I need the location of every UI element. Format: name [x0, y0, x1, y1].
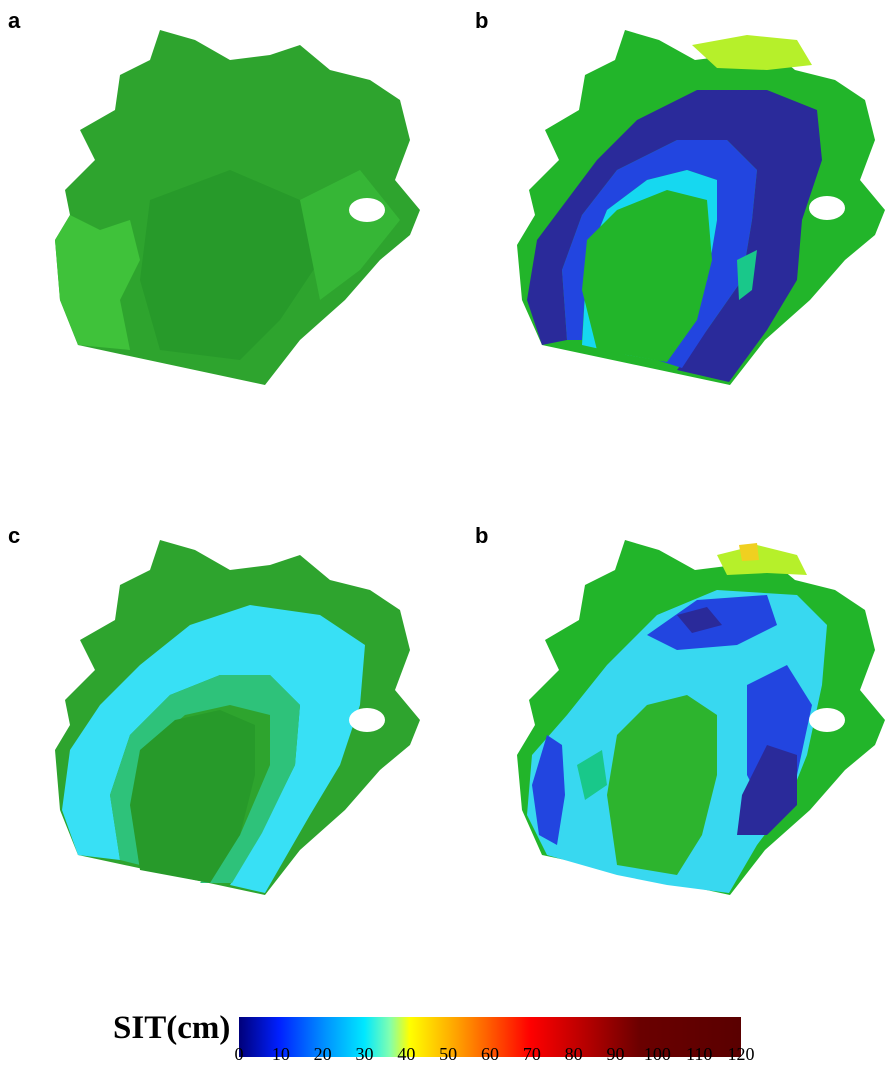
- cyan-band-c: [62, 605, 365, 893]
- navy-right-d: [737, 745, 797, 835]
- colorbar-tick-label: 50: [439, 1044, 458, 1064]
- colorbar-tick-label: 0: [234, 1044, 244, 1064]
- yellow-patch-d: [717, 545, 807, 575]
- sea-area-a-mid: [140, 170, 320, 360]
- green-core-c: [130, 710, 255, 883]
- panel-label-b-top: b: [475, 8, 489, 33]
- island-d: [809, 708, 845, 732]
- island-a: [349, 198, 385, 222]
- blue-left-d: [532, 735, 565, 845]
- colorbar-gradient: [239, 1017, 741, 1057]
- orange-patch-d: [739, 543, 759, 561]
- colorbar-tick-label: 110: [685, 1044, 713, 1064]
- sea-area-a-light: [55, 215, 140, 350]
- navy-band-b: [527, 90, 822, 382]
- sea-ice-map-b-top: [517, 30, 885, 385]
- colorbar-tick-label: 100: [643, 1044, 671, 1064]
- island-c: [349, 708, 385, 732]
- green-core-d: [607, 695, 717, 875]
- panel-label-c: c: [8, 523, 21, 548]
- blue-band-b: [562, 140, 757, 368]
- colorbar-tick-label: 10: [271, 1044, 290, 1064]
- sea-ice-map-c: [55, 540, 420, 895]
- colorbar-tick-label: 70: [522, 1044, 541, 1064]
- colorbar-tick-label: 40: [397, 1044, 416, 1064]
- colorbar-tick-label: 80: [564, 1044, 583, 1064]
- green-core-b: [582, 190, 712, 362]
- colorbar-tick-label: 60: [481, 1044, 499, 1064]
- colorbar-tick-label: 90: [606, 1044, 625, 1064]
- island-b: [809, 196, 845, 220]
- teal-band-c: [110, 675, 300, 883]
- yellow-green-patch-b: [692, 35, 812, 70]
- navy-top-d: [677, 607, 722, 633]
- colorbar-title: SIT(cm): [113, 1010, 231, 1046]
- panel-c: c: [0, 515, 420, 935]
- colorbar-tick-label: 120: [727, 1044, 755, 1064]
- colorbar-tick-label: 30: [355, 1044, 374, 1064]
- colorbar-tick-label: 20: [313, 1044, 332, 1064]
- teal-patch-d: [577, 750, 607, 800]
- sea-ice-map-a: [55, 30, 420, 385]
- panel-label-a: a: [8, 8, 21, 33]
- teal-patch-b: [737, 250, 757, 300]
- sea-ice-map-b-bottom: [517, 540, 885, 895]
- panel-b-top: b: [467, 0, 887, 420]
- panel-b-bottom: b: [467, 515, 887, 935]
- panel-a: a: [0, 0, 420, 420]
- panel-label-b-bottom: b: [475, 523, 489, 548]
